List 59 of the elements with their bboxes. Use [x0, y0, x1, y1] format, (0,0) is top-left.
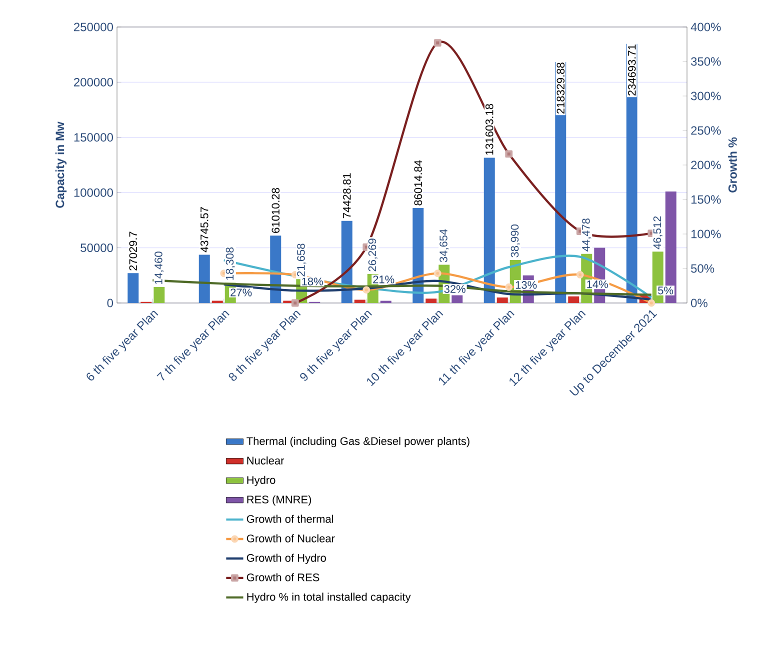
y-tick-label: 200000	[74, 78, 113, 86]
y-tick-label: 0	[107, 298, 114, 308]
data-label: 18%	[302, 278, 323, 286]
y2-tick-label: 50%	[691, 264, 714, 273]
bar	[198, 254, 210, 303]
legend-label: RES (MNRE)	[247, 495, 312, 506]
y2-axis-title: Growth %	[728, 137, 737, 193]
bar	[128, 273, 139, 303]
bar	[154, 287, 165, 303]
y2-tick-label: 300%	[690, 92, 721, 100]
bar	[426, 298, 437, 303]
y2-tick-label: 200%	[691, 160, 721, 170]
y2-tick-label: 0%	[691, 298, 708, 308]
legend-label: Nuclear	[247, 456, 284, 464]
data-label: 46,512	[653, 216, 662, 250]
data-label: 234693.71	[628, 44, 636, 96]
y-axis-title: Capacity in Mw	[55, 122, 67, 208]
data-label: 26,269	[368, 238, 378, 272]
data-label: 21,658	[297, 244, 306, 276]
bar	[484, 158, 495, 303]
data-label: 27029.7	[129, 232, 138, 270]
y2-tick-label: 150%	[691, 195, 721, 204]
data-label: 5%	[658, 286, 674, 294]
y-tick-label: 50000	[80, 244, 113, 252]
data-label: 44,478	[582, 218, 592, 252]
data-label: 218329.88	[556, 62, 565, 114]
data-label: 13%	[516, 281, 537, 289]
legend-label: Thermal (including Gas &Diesel power plants)	[246, 436, 470, 448]
y2-tick-label: 350%	[690, 57, 721, 66]
y2-tick-label: 400%	[690, 22, 721, 32]
data-label: 74428.81	[342, 173, 351, 218]
bar	[412, 208, 424, 303]
data-label: 38,990	[510, 224, 520, 258]
bar	[452, 295, 463, 303]
legend-label: Growth of Hydro	[246, 554, 326, 564]
data-label: 43745.57	[200, 207, 208, 252]
y-tick-label: 250000	[74, 22, 113, 32]
data-label: 34,654	[440, 229, 449, 262]
data-label: 86014.84	[414, 160, 422, 206]
legend-label: Hydro % in total installed capacity	[247, 592, 411, 603]
data-label: 27%	[230, 288, 252, 296]
legend-label: Growth of thermal	[246, 514, 334, 523]
bar	[568, 296, 580, 303]
data-label: 32%	[444, 285, 466, 293]
bar	[354, 300, 366, 303]
legend-label: Growth of Nuclear	[246, 534, 335, 542]
y2-tick-label: 100%	[691, 230, 721, 238]
data-label: 18,308	[226, 247, 235, 280]
data-label: 21%	[373, 276, 394, 284]
legend-label: Hydro	[247, 476, 276, 486]
data-label: 131603.18	[485, 104, 494, 155]
bar	[496, 297, 508, 303]
y-tick-label: 100000	[74, 188, 113, 197]
data-label: 14%	[587, 280, 608, 288]
y2-tick-label: 250%	[691, 126, 721, 135]
data-label: 61010.28	[272, 188, 280, 233]
legend-label: Growth of RES	[246, 573, 320, 582]
y-tick-label: 150000	[74, 133, 113, 142]
data-label: 14,460	[154, 252, 164, 284]
